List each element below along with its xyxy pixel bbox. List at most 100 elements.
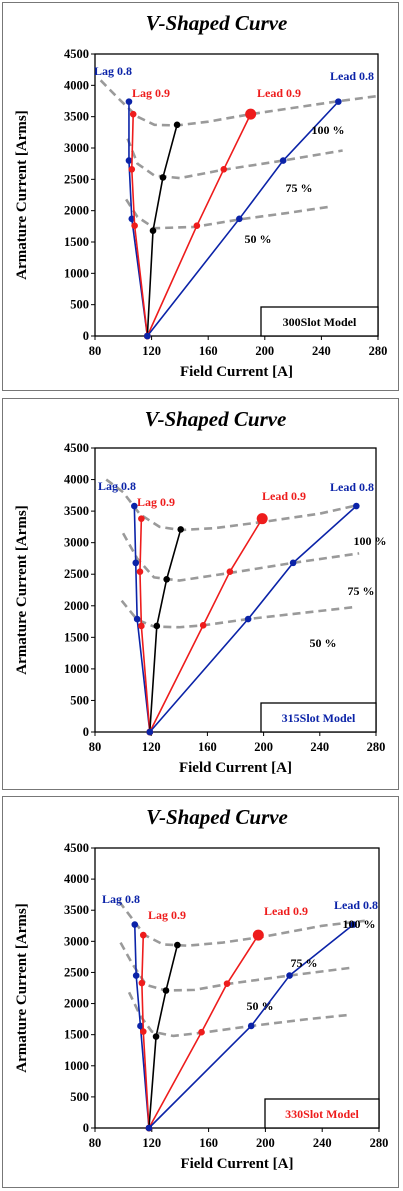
data-point-lead-0-8 bbox=[247, 1022, 255, 1030]
series-line-lag-0-8 bbox=[133, 924, 150, 1129]
x-tick-label: 80 bbox=[89, 1136, 102, 1150]
series-line-lag-0-9 bbox=[139, 518, 151, 733]
series-line-lag-0-8 bbox=[133, 506, 151, 733]
data-point-lead-0-9 bbox=[198, 1028, 205, 1036]
series-line-lead-0-8 bbox=[146, 101, 339, 337]
data-point-lag-0-8 bbox=[125, 98, 133, 105]
y-tick-label: 3000 bbox=[64, 934, 89, 948]
data-point-lead-0-8 bbox=[335, 98, 342, 105]
y-tick-label: 0 bbox=[83, 725, 89, 739]
data-point-lag-0-9 bbox=[136, 568, 144, 575]
data-point-lag-0-8 bbox=[137, 1022, 144, 1030]
data-point-lag-0-9 bbox=[138, 979, 146, 987]
model-label: 315Slot Model bbox=[282, 711, 356, 725]
chart-315slot: V-Shaped Curve 0 500 1000 1500 2000 2500 3000 35… bbox=[14, 407, 387, 776]
x-tick-label: 280 bbox=[369, 344, 388, 358]
series-line-lead-0-8 bbox=[148, 923, 354, 1129]
model-label: 330Slot Model bbox=[285, 1107, 359, 1121]
plot-area-frame bbox=[94, 447, 377, 733]
y-tick-label: 2500 bbox=[64, 172, 89, 186]
model-label-box bbox=[264, 1098, 380, 1129]
chart-title: V-Shaped Curve bbox=[146, 805, 288, 829]
y-tick-label: 2000 bbox=[64, 599, 89, 613]
data-point-lead-0-9 bbox=[245, 108, 257, 120]
chart-300slot: V-Shaped Curve 0 500 1000 1500 2000 2500 3000 35… bbox=[14, 11, 388, 380]
data-point-unity-pf bbox=[173, 121, 181, 129]
y-tick-label: 2000 bbox=[64, 204, 89, 218]
data-point-lag-0-9 bbox=[131, 222, 138, 230]
data-point-lead-0-9 bbox=[226, 568, 234, 575]
y-tick-label: 4000 bbox=[64, 473, 89, 487]
x-tick-label: 120 bbox=[142, 740, 161, 754]
annotation-lead-0-9: Lead 0.9 bbox=[264, 904, 308, 918]
x-tick-label: 240 bbox=[313, 1136, 332, 1150]
annotation-lag-0-9: Lag 0.9 bbox=[148, 908, 186, 922]
data-point-lag-0-8 bbox=[131, 921, 139, 928]
x-axis-label: Field Current [A] bbox=[179, 760, 292, 776]
chart-panel-300slot: V-Shaped Curve 0 500 1000 1500 2000 2500 3000 35… bbox=[2, 2, 399, 391]
y-axis-label: Armature Current [Arms] bbox=[14, 903, 30, 1072]
x-tick-label: 120 bbox=[142, 1136, 161, 1150]
load-curve-50 bbox=[127, 991, 351, 1038]
annotation-lead-0-8: Lead 0.8 bbox=[330, 69, 374, 83]
annotation-50: 50 % bbox=[245, 232, 272, 246]
x-axis-label: Field Current [A] bbox=[180, 364, 293, 380]
y-tick-label: 3500 bbox=[64, 110, 89, 124]
y-tick-label: 4000 bbox=[64, 872, 89, 886]
data-point-lead-0-9 bbox=[256, 513, 268, 525]
load-curve-75 bbox=[126, 138, 343, 180]
load-curve-75 bbox=[119, 941, 354, 992]
annotation-75: 75 % bbox=[286, 181, 313, 195]
plot-area-frame bbox=[94, 847, 380, 1129]
annotation-lead-0-9: Lead 0.9 bbox=[257, 86, 301, 100]
data-point-unity-pf bbox=[153, 622, 161, 630]
series-line-lead-0-9 bbox=[149, 518, 263, 733]
y-tick-label: 3000 bbox=[64, 141, 89, 155]
series-line-lead-0-9 bbox=[148, 934, 259, 1129]
series-line-unity-pf bbox=[148, 529, 182, 733]
series-line-lag-0-8 bbox=[128, 101, 149, 337]
series-line-unity-pf bbox=[146, 124, 178, 337]
x-tick-label: 200 bbox=[255, 344, 274, 358]
annotation-50: 50 % bbox=[310, 636, 337, 650]
chart-panel-330slot: V-Shaped Curve 0 500 1000 1500 2000 2500 3000 35… bbox=[2, 796, 399, 1188]
annotation-lead-0-9: Lead 0.9 bbox=[262, 489, 306, 503]
data-point-lag-0-9 bbox=[128, 166, 136, 173]
y-tick-label: 1500 bbox=[64, 1028, 89, 1042]
x-tick-label: 80 bbox=[89, 740, 102, 754]
data-point-lag-0-9 bbox=[138, 622, 145, 630]
x-tick-label: 80 bbox=[89, 344, 102, 358]
annotation-lag-0-9: Lag 0.9 bbox=[137, 495, 175, 509]
series-line-lag-0-9 bbox=[141, 935, 150, 1129]
data-point-lead-0-8 bbox=[144, 332, 151, 340]
x-tick-label: 280 bbox=[367, 740, 386, 754]
data-point-lead-0-9 bbox=[223, 980, 231, 987]
data-point-unity-pf bbox=[174, 941, 181, 949]
y-tick-label: 500 bbox=[70, 298, 89, 312]
y-tick-label: 3500 bbox=[64, 504, 89, 518]
model-label-box bbox=[260, 702, 377, 733]
data-point-lead-0-9 bbox=[193, 222, 201, 230]
annotation-lag-0-8: Lag 0.8 bbox=[102, 892, 140, 906]
annotation-75: 75 % bbox=[348, 584, 375, 598]
data-point-lead-0-8 bbox=[244, 615, 252, 623]
model-label-box bbox=[260, 306, 379, 337]
annotation-lag-0-8: Lag 0.8 bbox=[94, 64, 132, 78]
y-tick-label: 500 bbox=[70, 693, 89, 707]
model-label: 300Slot Model bbox=[283, 315, 357, 329]
data-point-lead-0-8 bbox=[350, 921, 357, 928]
data-point-lag-0-8 bbox=[131, 502, 138, 510]
y-tick-label: 2500 bbox=[64, 567, 89, 581]
data-point-lead-0-9 bbox=[220, 166, 228, 173]
annotation-100: 100 % bbox=[343, 917, 376, 931]
x-tick-label: 160 bbox=[199, 1136, 218, 1150]
x-tick-label: 200 bbox=[254, 740, 273, 754]
data-point-unity-pf bbox=[159, 174, 167, 181]
annotation-lead-0-8: Lead 0.8 bbox=[330, 480, 374, 494]
data-point-lag-0-8 bbox=[133, 615, 141, 623]
annotation-75: 75 % bbox=[291, 956, 318, 970]
annotation-50: 50 % bbox=[247, 999, 274, 1013]
y-tick-label: 2500 bbox=[64, 965, 89, 979]
y-tick-label: 4500 bbox=[64, 47, 89, 61]
data-point-lead-0-8 bbox=[236, 215, 243, 223]
